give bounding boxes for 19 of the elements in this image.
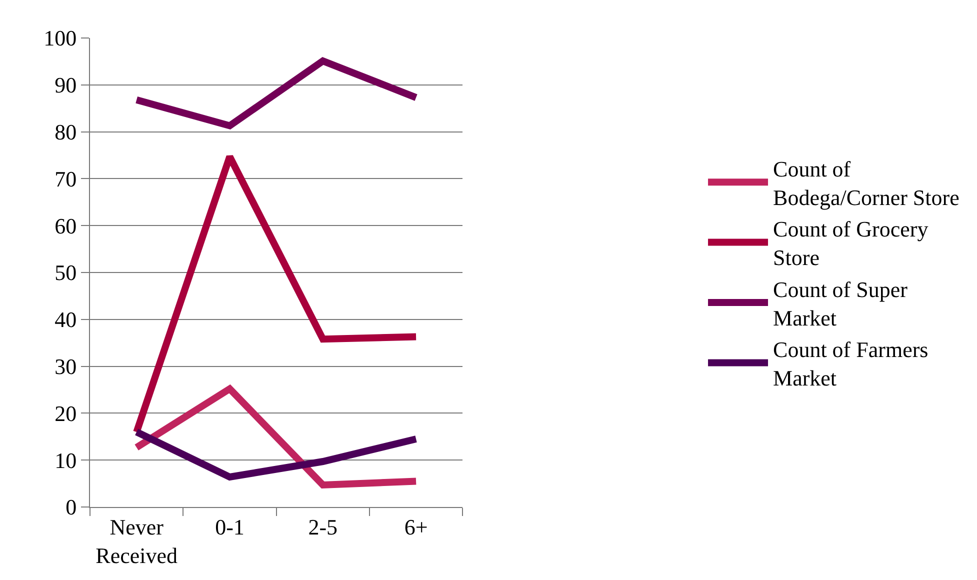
y-tick-label: 90	[54, 72, 77, 98]
y-tick-label: 100	[44, 26, 77, 51]
legend-label: Count of Bodega/Corner Store	[773, 156, 960, 210]
legend-label: Count of Grocery Store	[773, 216, 928, 270]
x-tick-label: Never Received	[96, 514, 178, 568]
x-tick-label: 6+	[404, 514, 428, 540]
y-tick-label: 50	[54, 260, 77, 286]
y-tick-label: 10	[54, 448, 77, 473]
y-tick-label: 0	[66, 494, 77, 520]
y-tick-label: 80	[54, 120, 77, 144]
y-tick-label: 30	[54, 354, 77, 379]
y-tick-label: 60	[54, 213, 77, 238]
legend-label: Count of Super Market	[773, 276, 908, 330]
y-tick-label: 40	[54, 307, 77, 332]
y-tick-label: 70	[54, 166, 77, 192]
x-tick-label: 0-1	[215, 514, 244, 540]
legend-label: Count of Farmers Market	[773, 336, 928, 391]
x-tick-label: 2-5	[308, 514, 338, 540]
y-tick-label: 20	[54, 400, 77, 426]
